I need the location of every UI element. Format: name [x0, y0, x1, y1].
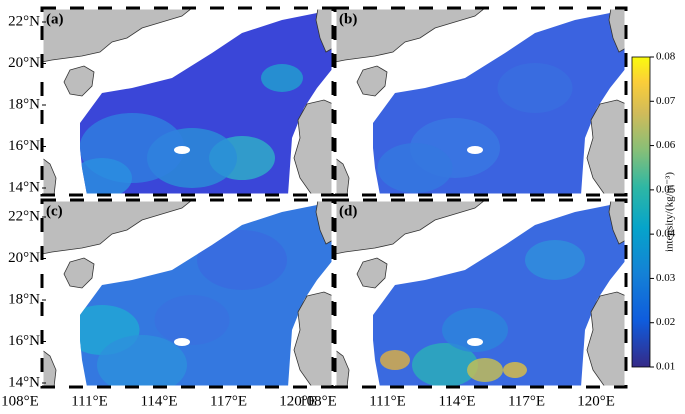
colorbar-tick-label: 0.01: [656, 361, 675, 373]
field-patch: [377, 143, 453, 193]
lon-tick-label: 114°E: [438, 393, 475, 409]
colorbar-tick-label: 0.03: [656, 272, 676, 284]
lat-tick-label: 20°N: [8, 55, 40, 71]
lat-tick-label: 20°N: [8, 250, 40, 266]
frame-dash: [333, 6, 628, 197]
panel-label: (a): [46, 11, 64, 27]
panel-label: (c): [46, 203, 63, 219]
lat-tick-label: 22°N: [8, 13, 40, 29]
lat-tick-label: 18°N: [8, 96, 40, 112]
colorbar-gradient: [631, 56, 651, 368]
lon-tick-label: 111°E: [71, 393, 108, 409]
field-patch: [80, 158, 132, 195]
colorbar-tick-label: 0.02: [656, 316, 675, 328]
field-patch: [380, 350, 410, 370]
lat-tick-label: 22°N: [8, 208, 40, 224]
island: [467, 338, 483, 346]
lat-tick-label: 14°N: [8, 374, 40, 390]
field-patch: [503, 362, 527, 378]
colorbar-tick-label: 0.06: [656, 139, 676, 151]
map-content: [335, 200, 626, 387]
field-patch: [97, 335, 187, 387]
island: [174, 146, 190, 154]
field-patch: [497, 63, 573, 113]
field-patch: [197, 230, 287, 290]
map-panel: (d): [333, 198, 628, 389]
panel-label: (b): [339, 11, 357, 27]
field-patch: [154, 295, 230, 345]
island: [467, 146, 483, 154]
lat-tick-label: 16°N: [8, 333, 40, 349]
lon-tick-label: 120°E: [577, 393, 615, 409]
lat-tick-label: 18°N: [8, 291, 40, 307]
lat-tick-label: 14°N: [8, 179, 40, 195]
lon-tick-label: 108°E: [299, 393, 337, 409]
colorbar-tick-label: 0.04: [656, 228, 676, 240]
lat-tick-label: 16°N: [8, 138, 40, 154]
colorbar-tick-label: 0.08: [656, 51, 676, 63]
lon-tick-label: 111°E: [369, 393, 406, 409]
field-patch: [261, 64, 303, 92]
map-panel: (c): [40, 198, 335, 389]
map-content: [42, 200, 333, 387]
field-patch: [412, 343, 478, 387]
map-panel: (a): [40, 6, 335, 197]
lon-tick-label: 117°E: [508, 393, 545, 409]
field-patch: [442, 308, 508, 352]
colorbar-tick-label: 0.05: [656, 183, 676, 195]
map-content: [42, 8, 333, 195]
frame-dash: [40, 6, 335, 197]
frame-dash: [333, 198, 628, 389]
field-patch: [525, 240, 585, 280]
lon-tick-label: 114°E: [140, 393, 177, 409]
lon-tick-label: 120°E: [279, 393, 317, 409]
island: [174, 338, 190, 346]
frame-dash: [40, 198, 335, 389]
field-patch: [467, 358, 503, 382]
map-panel: (b): [333, 6, 628, 197]
colorbar-tick-label: 0.07: [656, 95, 676, 107]
lon-tick-label: 108°E: [1, 393, 39, 409]
map-content: [335, 8, 626, 195]
colorbar-label: intensity/(kg/m⁻³): [664, 172, 676, 252]
panels: (a) (b) (c) (d): [40, 6, 628, 389]
lon-tick-label: 117°E: [210, 393, 247, 409]
colorbar: intensity/(kg/m⁻³) 0.01 0.02 0.03 0.04 0.05 0…: [631, 51, 676, 373]
panel-label: (d): [339, 203, 357, 219]
